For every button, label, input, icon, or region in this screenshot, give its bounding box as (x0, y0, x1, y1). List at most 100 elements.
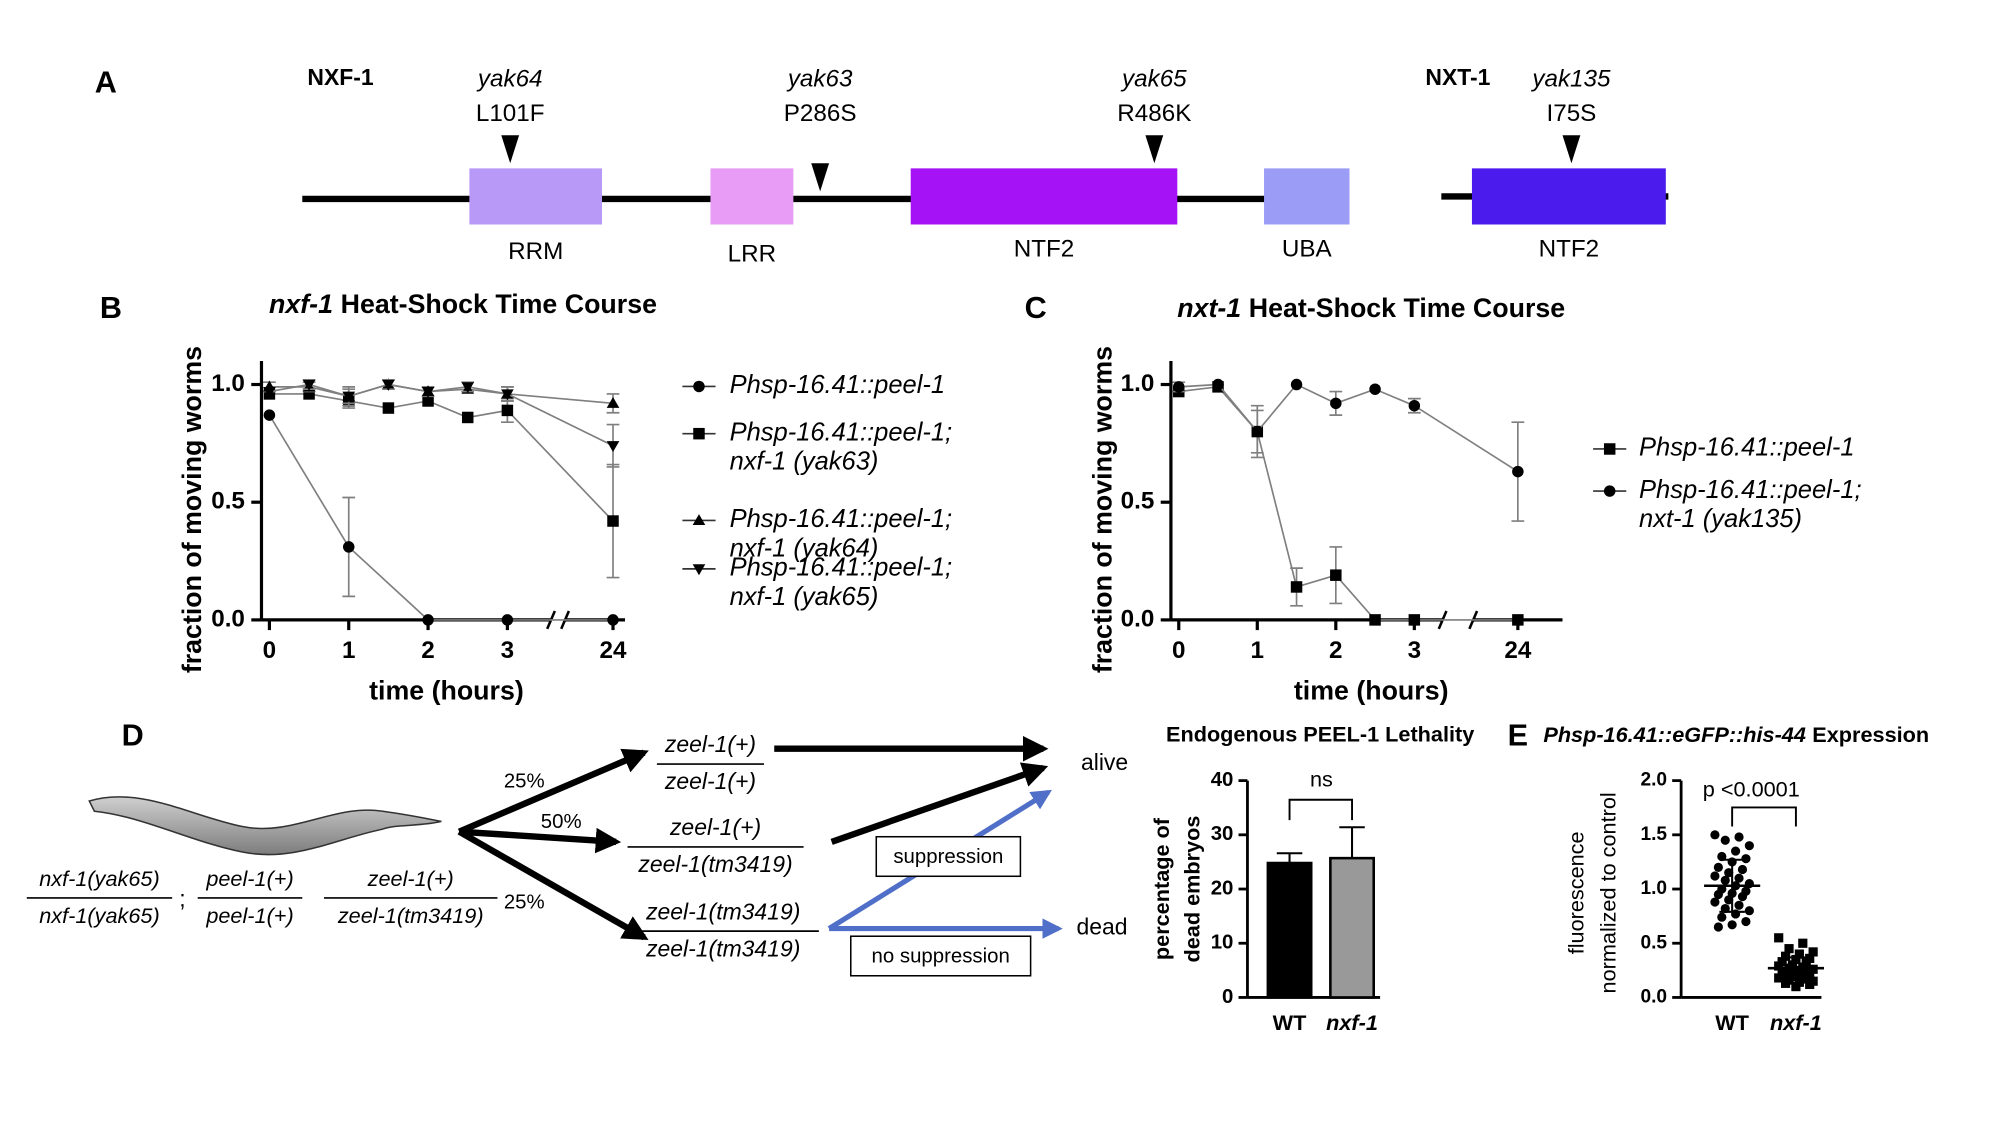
domain-label: UBA (1282, 235, 1333, 262)
x-tick-label: WT (1715, 1010, 1749, 1035)
marker (1727, 920, 1737, 930)
legend-label: Phsp-16.41::peel-1; (730, 418, 953, 446)
y-tick-label: 1.0 (1640, 878, 1667, 899)
bar (1329, 856, 1375, 999)
title-gene: Phsp-16.41::eGFP::his-44 (1543, 722, 1806, 747)
marker (303, 388, 315, 400)
marker (302, 379, 316, 391)
allele: yak63 (786, 66, 853, 93)
bar (1266, 861, 1313, 999)
marker (1720, 835, 1730, 845)
annotation: p <0.0001 (1703, 777, 1800, 802)
marker (1369, 614, 1381, 626)
panel-label: C (1025, 291, 1047, 325)
y-tick-label: 0.0 (1640, 986, 1667, 1007)
marker (501, 404, 514, 417)
marker (1741, 854, 1751, 864)
marker (1734, 900, 1744, 910)
arrow-label: no suppression (872, 946, 1010, 968)
marker (1784, 944, 1794, 954)
significance-bracket (1288, 798, 1353, 821)
marker (607, 515, 619, 527)
y-tick-label: 40 (1211, 769, 1234, 791)
fraction: 50% (541, 811, 582, 833)
x-tick-label: 1 (1251, 637, 1264, 664)
marker (1794, 949, 1804, 959)
allele: yak135 (1530, 66, 1611, 93)
y-tick-label: 1.5 (1640, 824, 1667, 845)
y-tick-label: 2.0 (1640, 770, 1667, 791)
legend-marker (692, 514, 706, 525)
domain-label: NTF2 (1539, 235, 1600, 262)
marker (1737, 892, 1748, 902)
marker (607, 614, 619, 626)
marker (1730, 846, 1741, 856)
title-text: Heat-Shock Time Course (1249, 293, 1565, 323)
allele: yak64 (476, 66, 543, 93)
marker (422, 395, 434, 407)
marker (1330, 569, 1342, 581)
significance-bracket (1731, 806, 1797, 827)
title-gene: nxt-1 (1177, 293, 1241, 323)
marker (1330, 397, 1342, 410)
marker (606, 441, 620, 453)
genotype: peel-1(+) (205, 903, 293, 928)
marker (421, 386, 435, 398)
marker (1791, 982, 1801, 992)
panel-label: D (122, 718, 144, 752)
marker (1805, 979, 1815, 990)
annotation: ns (1310, 766, 1333, 791)
marker (1724, 895, 1734, 905)
marker (1713, 862, 1723, 872)
y-tick-label: 0.5 (211, 488, 245, 515)
error-bar (1339, 826, 1365, 859)
marker (1369, 383, 1381, 395)
error-bar (1276, 852, 1303, 864)
marker (1774, 973, 1784, 983)
substitution: L101F (476, 100, 545, 127)
title-gene: nxf-1 (269, 289, 333, 319)
genotype: zeel-1(tm3419) (645, 898, 800, 924)
legend-marker (1603, 443, 1616, 455)
title-text: Expression (1812, 722, 1929, 747)
domain-label: LRR (728, 241, 776, 268)
genotype: zeel-1(tm3419) (637, 851, 792, 877)
outcome: dead (1077, 914, 1128, 940)
allele: yak65 (1120, 66, 1187, 93)
legend-marker (1603, 485, 1616, 497)
y-tick-label: 0.5 (1640, 932, 1667, 953)
mutation-arrow (501, 135, 520, 164)
marker (1290, 378, 1303, 391)
marker (1408, 614, 1421, 626)
legend-label: Phsp-16.41::peel-1 (1639, 434, 1854, 462)
x-tick-label: nxf-1 (1770, 1010, 1822, 1035)
y-tick-label: 0.0 (211, 605, 245, 632)
legend-marker (693, 427, 705, 440)
legend-label: Phsp-16.41::peel-1; (730, 505, 953, 533)
marker (501, 614, 514, 626)
y-tick-label: 1.0 (1121, 370, 1155, 397)
arrow (458, 827, 622, 854)
label-box (850, 935, 1032, 977)
domain (710, 168, 794, 225)
x-tick-label: 2 (1329, 637, 1342, 664)
panel-label: B (100, 291, 122, 325)
panel-label: A (95, 65, 117, 99)
marker (1744, 906, 1754, 916)
legend-label: nxt-1 (yak135) (1639, 505, 1802, 533)
marker (1212, 378, 1224, 391)
legend-label: Phsp-16.41::peel-1; (730, 554, 953, 582)
x-tick-label: 3 (501, 637, 514, 664)
marker (1710, 830, 1720, 840)
protein-name: NXT-1 (1425, 64, 1490, 90)
legend-label: Phsp-16.41::peel-1; (1639, 476, 1862, 504)
genotype: zeel-1(+) (367, 866, 454, 891)
marker (382, 402, 395, 414)
series-line (268, 414, 614, 621)
marker (606, 397, 620, 408)
y-axis-label: normalized to control (1595, 792, 1620, 993)
marker (1741, 916, 1751, 927)
genotype: zeel-1(+) (664, 768, 756, 794)
y-axis-label: fraction of moving worms (177, 346, 207, 673)
